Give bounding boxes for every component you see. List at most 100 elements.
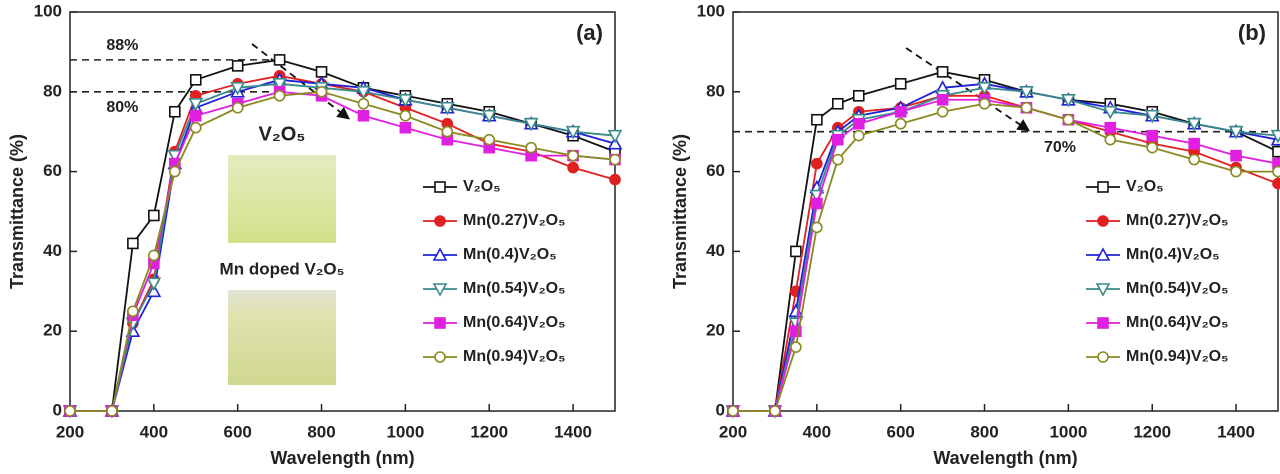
legend-marker xyxy=(432,283,448,297)
marker xyxy=(188,97,204,112)
marker xyxy=(832,153,844,166)
marker xyxy=(481,109,497,124)
marker xyxy=(483,133,496,146)
marker xyxy=(1146,129,1159,142)
marker xyxy=(894,117,907,130)
film-photo xyxy=(228,290,336,385)
legend-label: Mn(0.64)V₂O₅ xyxy=(463,314,565,331)
series-line xyxy=(70,74,616,412)
marker xyxy=(439,101,455,116)
marker xyxy=(1019,86,1034,100)
marker xyxy=(231,60,244,72)
marker xyxy=(1102,105,1118,120)
legend-label: Mn(0.94)V₂O₅ xyxy=(463,348,565,365)
marker xyxy=(189,74,202,86)
marker xyxy=(977,82,992,96)
x-tick-label: 600 xyxy=(224,422,252,441)
series-line xyxy=(733,94,1279,412)
x-tick-label: 1400 xyxy=(554,422,592,441)
reference-label: 70% xyxy=(1044,139,1076,156)
marker xyxy=(790,341,802,353)
legend-marker xyxy=(434,351,446,363)
y-tick-label: 100 xyxy=(697,1,725,20)
marker xyxy=(169,165,181,178)
x-tick-label: 1000 xyxy=(386,422,424,441)
marker xyxy=(146,277,162,291)
marker xyxy=(441,125,454,138)
inset-label: V₂O₅ xyxy=(259,123,306,145)
legend-label: Mn(0.4)V₂O₅ xyxy=(463,246,557,263)
legend-label: Mn(0.54)V₂O₅ xyxy=(463,280,565,297)
x-tick-label: 200 xyxy=(719,422,747,441)
marker xyxy=(273,54,286,66)
y-tick-label: 0 xyxy=(53,400,62,419)
legend-label: Mn(0.27)V₂O₅ xyxy=(1126,212,1228,229)
marker xyxy=(1104,133,1117,146)
marker xyxy=(936,105,949,118)
marker xyxy=(811,197,823,210)
y-axis-title: Transmittance (%) xyxy=(7,134,27,289)
marker xyxy=(64,405,76,417)
marker xyxy=(1020,101,1033,114)
marker xyxy=(1272,165,1280,178)
marker xyxy=(127,305,139,318)
legend-label: Mn(0.64)V₂O₅ xyxy=(1126,314,1228,331)
x-tick-label: 200 xyxy=(56,422,84,441)
legend-label: Mn(0.27)V₂O₅ xyxy=(463,212,565,229)
plot-frame xyxy=(732,11,1279,412)
marker xyxy=(788,317,804,331)
series-line xyxy=(733,86,1279,412)
marker xyxy=(272,78,287,92)
marker xyxy=(357,97,370,110)
legend-label: V₂O₅ xyxy=(1126,178,1164,195)
legend-marker xyxy=(432,247,448,261)
y-tick-label: 80 xyxy=(706,81,725,100)
marker xyxy=(230,82,246,96)
reference-label: 88% xyxy=(106,37,138,54)
marker xyxy=(148,209,160,222)
legend-marker xyxy=(1095,283,1111,297)
marker xyxy=(189,109,202,122)
x-axis-title: Wavelength (nm) xyxy=(933,448,1077,468)
legend-label: Mn(0.4)V₂O₅ xyxy=(1126,246,1220,263)
film-photo xyxy=(228,155,336,243)
y-tick-label: 60 xyxy=(43,161,62,180)
legend-marker xyxy=(1097,215,1109,227)
marker xyxy=(609,153,621,166)
x-tick-label: 400 xyxy=(140,422,168,441)
x-tick-label: 1000 xyxy=(1049,422,1087,441)
y-tick-label: 0 xyxy=(716,400,725,419)
marker xyxy=(106,405,118,417)
marker xyxy=(607,129,623,144)
marker xyxy=(315,86,328,98)
marker xyxy=(1272,177,1280,190)
trend-arrow xyxy=(905,47,1031,132)
marker xyxy=(357,109,370,122)
y-tick-label: 60 xyxy=(706,161,725,180)
marker xyxy=(399,121,412,134)
x-tick-label: 1400 xyxy=(1217,422,1255,441)
legend-marker xyxy=(1097,351,1109,363)
legend-label: V₂O₅ xyxy=(463,178,501,195)
y-tick-label: 20 xyxy=(43,321,62,340)
marker xyxy=(769,405,781,417)
legend-marker xyxy=(1097,317,1109,329)
x-tick-label: 800 xyxy=(970,422,998,441)
panel-label: (b) xyxy=(1238,20,1266,45)
marker xyxy=(790,325,802,338)
legend-marker xyxy=(1097,181,1109,193)
marker xyxy=(315,66,328,78)
x-tick-label: 400 xyxy=(803,422,831,441)
marker xyxy=(832,97,844,110)
marker xyxy=(1228,125,1244,140)
marker xyxy=(811,113,823,126)
marker xyxy=(1146,141,1159,154)
inset-label: Mn doped V₂O₅ xyxy=(220,259,345,278)
marker xyxy=(1270,129,1280,144)
marker xyxy=(565,125,581,140)
y-tick-label: 20 xyxy=(706,321,725,340)
marker xyxy=(1104,121,1117,134)
series-line xyxy=(70,82,616,412)
x-tick-label: 800 xyxy=(307,422,335,441)
